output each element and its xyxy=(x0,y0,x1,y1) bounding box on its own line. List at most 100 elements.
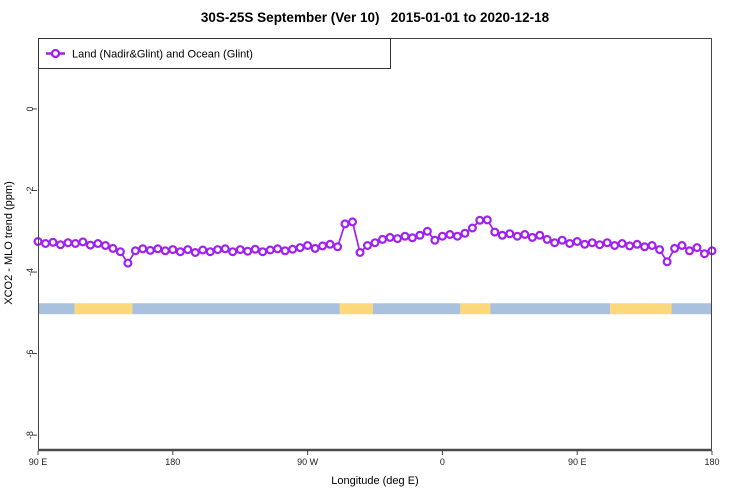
data-point xyxy=(190,248,200,258)
data-point xyxy=(602,238,612,248)
data-point xyxy=(587,238,597,248)
data-point xyxy=(415,230,425,240)
data-point xyxy=(655,245,665,255)
x-tick-label: 180 xyxy=(165,457,180,467)
x-axis-ticks: 90 E 180 90 W 0 90 E 180 xyxy=(29,451,720,467)
x-axis-title: Longitude (deg E) xyxy=(331,475,418,487)
data-point xyxy=(205,247,215,257)
band-segment-ocean xyxy=(671,303,712,315)
band-segment-land xyxy=(460,303,491,315)
band-segment-land xyxy=(74,303,133,315)
data-point xyxy=(385,232,395,242)
band-segment-ocean xyxy=(38,303,75,315)
data-point xyxy=(595,240,605,250)
data-point xyxy=(258,247,268,257)
data-point xyxy=(400,231,410,241)
data-point xyxy=(520,230,530,240)
data-point xyxy=(280,246,290,256)
data-point xyxy=(55,240,65,250)
data-point xyxy=(557,235,567,245)
data-point xyxy=(497,230,507,240)
chart-title: 30S-25S September (Ver 10) 2015-01-01 to… xyxy=(201,10,550,25)
data-point xyxy=(662,257,672,267)
data-point xyxy=(565,239,575,249)
y-tick-label: -4 xyxy=(25,268,35,276)
x-tick-label: 0 xyxy=(440,457,445,467)
data-point xyxy=(168,245,178,255)
data-point xyxy=(482,215,492,225)
data-point xyxy=(430,235,440,245)
data-point xyxy=(138,244,148,254)
data-point xyxy=(370,238,380,248)
y-axis-ticks: 0 -2 -4 -6 -8 xyxy=(25,106,37,439)
data-point xyxy=(220,244,230,254)
data-point xyxy=(213,245,223,255)
data-point xyxy=(333,242,343,252)
y-tick-label: -8 xyxy=(25,431,35,439)
data-point xyxy=(572,237,582,247)
data-point xyxy=(153,244,163,254)
data-point xyxy=(550,238,560,248)
data-point xyxy=(108,243,118,253)
legend: Land (Nadir&Glint) and Ocean (Glint) xyxy=(38,38,391,69)
data-point xyxy=(310,243,320,253)
data-point xyxy=(100,241,110,251)
band-segment-ocean xyxy=(372,303,461,315)
x-tick-label: 90 E xyxy=(568,457,587,467)
data-point xyxy=(437,231,447,241)
data-point xyxy=(175,247,185,257)
data-point xyxy=(325,239,335,249)
x-tick-label: 90 W xyxy=(297,457,319,467)
data-point xyxy=(78,237,88,247)
data-point xyxy=(699,249,709,259)
data-point xyxy=(235,245,245,255)
data-point xyxy=(303,241,313,251)
data-point xyxy=(692,243,702,253)
x-tick-label: 90 E xyxy=(29,457,48,467)
data-point xyxy=(422,226,432,236)
data-point xyxy=(625,241,635,251)
data-point xyxy=(355,248,365,258)
x-tick-label: 180 xyxy=(704,457,719,467)
y-axis-title: XCO2 - MLO trend (ppm) xyxy=(3,181,15,304)
data-point xyxy=(393,234,403,244)
data-point xyxy=(123,258,133,268)
data-point xyxy=(445,230,455,240)
data-point xyxy=(580,239,590,249)
data-point xyxy=(40,239,50,249)
data-point xyxy=(295,243,305,253)
data-point xyxy=(632,239,642,249)
data-point xyxy=(160,246,170,256)
data-point xyxy=(670,243,680,253)
data-point xyxy=(535,230,545,240)
surface-band xyxy=(38,303,712,315)
data-point xyxy=(265,245,275,255)
data-point xyxy=(243,246,253,256)
data-point xyxy=(452,231,462,241)
data-point xyxy=(63,238,73,248)
data-point xyxy=(505,229,515,239)
band-segment-land xyxy=(339,303,373,315)
data-point xyxy=(250,244,260,254)
data-point xyxy=(363,241,373,251)
data-point xyxy=(70,239,80,249)
data-point xyxy=(490,227,500,237)
data-point xyxy=(467,223,477,233)
data-point xyxy=(527,232,537,242)
data-point xyxy=(542,234,552,244)
data-point xyxy=(610,241,620,251)
data-point xyxy=(640,242,650,252)
data-point xyxy=(677,241,687,251)
data-point xyxy=(228,247,238,257)
data-point xyxy=(198,245,208,255)
data-point xyxy=(318,241,328,251)
legend-box xyxy=(38,38,391,69)
data-point xyxy=(340,219,350,229)
data-point xyxy=(617,239,627,249)
band-segment-ocean xyxy=(132,303,340,315)
legend-label: Land (Nadir&Glint) and Ocean (Glint) xyxy=(72,49,253,61)
legend-marker-icon xyxy=(50,48,61,59)
data-point xyxy=(115,247,125,257)
band-segment-land xyxy=(610,303,672,315)
